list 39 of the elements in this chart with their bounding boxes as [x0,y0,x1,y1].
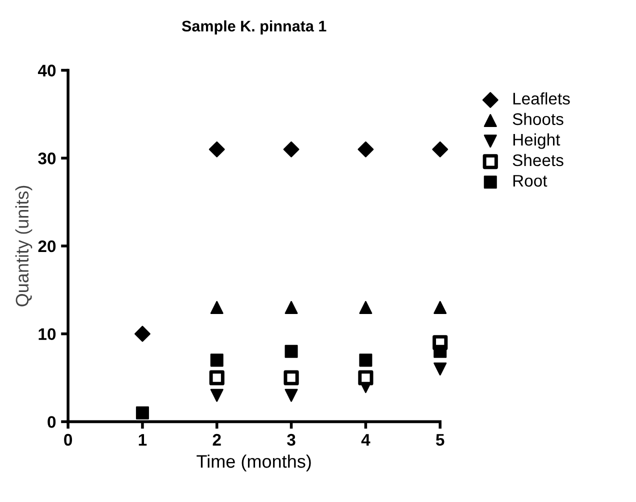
x-tick-label: 4 [361,434,370,446]
point [283,141,300,158]
point [284,300,298,314]
point [284,370,299,386]
y-tick-label: 10 [38,328,56,340]
legend-label: Height [513,133,560,149]
x-axis-title: Time (months) [196,454,311,472]
x-tick-label: 0 [64,434,72,446]
point [434,300,447,314]
point [210,354,224,367]
y-tick-label: 20 [38,240,56,252]
x-tick-label: 5 [436,434,444,446]
x-tick-label: 3 [287,434,296,446]
point [134,326,150,342]
point [210,300,224,314]
point [358,141,374,158]
point [359,300,372,314]
point [210,388,224,402]
point [434,344,447,358]
point [434,362,447,376]
point [359,354,372,367]
legend-label: Root [513,175,548,187]
chart-title: Sample K. pinnata 1 [182,20,326,35]
point [208,141,225,158]
legend-label: Leaflets [513,92,570,105]
legend-label: Sheets [512,154,564,166]
y-tick-label: 40 [38,64,56,76]
point [136,406,149,420]
point [432,141,448,158]
point [284,344,298,358]
point [209,370,224,386]
y-axis-title: Quantity (units) [15,186,32,306]
x-tick-label: 1 [138,434,147,446]
point [284,388,298,402]
y-tick-label: 30 [38,152,56,164]
y-tick-label: 0 [48,416,56,428]
point [358,370,374,386]
x-tick-label: 2 [212,434,221,446]
legend-label: Shoots [512,112,564,126]
